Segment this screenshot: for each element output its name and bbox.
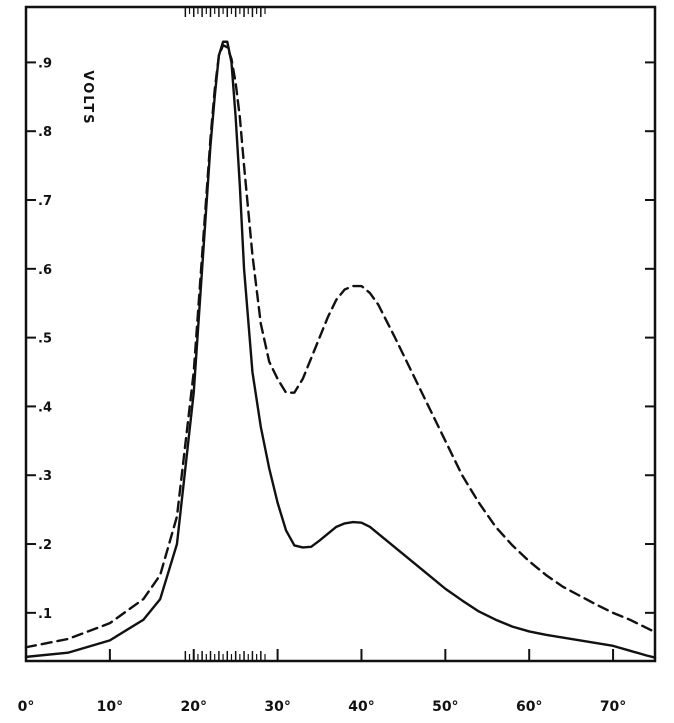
y-tick-label: .9 xyxy=(38,56,52,71)
x-tick-label: 50° xyxy=(432,699,458,715)
x-tick-label: 60° xyxy=(516,699,542,715)
x-axis: 0° 10° 20° 30° 40° 50° 60° 70° xyxy=(18,649,626,715)
x-tick-label: 30° xyxy=(264,699,290,715)
y-axis-label: VOLTS xyxy=(80,70,95,125)
x-tick-label: 10° xyxy=(97,699,123,715)
x-tick-label: 0° xyxy=(18,699,35,715)
x-tick-label: 20° xyxy=(180,699,206,715)
y-tick-label: .7 xyxy=(38,194,52,209)
solid-series-line xyxy=(24,40,657,659)
y-tick-label: .8 xyxy=(38,125,52,140)
y-tick-label: .3 xyxy=(38,469,52,484)
series-layer xyxy=(24,40,657,659)
minor-ticks xyxy=(184,7,266,661)
y-tick-label: .6 xyxy=(38,263,52,278)
x-tick-label: 40° xyxy=(348,699,374,715)
dashed-series-line xyxy=(24,44,657,649)
y-tick-label: .2 xyxy=(38,538,52,553)
y-axis: .1 .2 .3 .4 .5 .6 .7 .8 .9 xyxy=(26,56,655,622)
y-tick-label: .5 xyxy=(38,332,52,347)
y-tick-label: .1 xyxy=(38,607,52,622)
y-tick-label: .4 xyxy=(38,400,52,415)
x-tick-label: 70° xyxy=(600,699,626,715)
plot-frame xyxy=(24,5,657,663)
